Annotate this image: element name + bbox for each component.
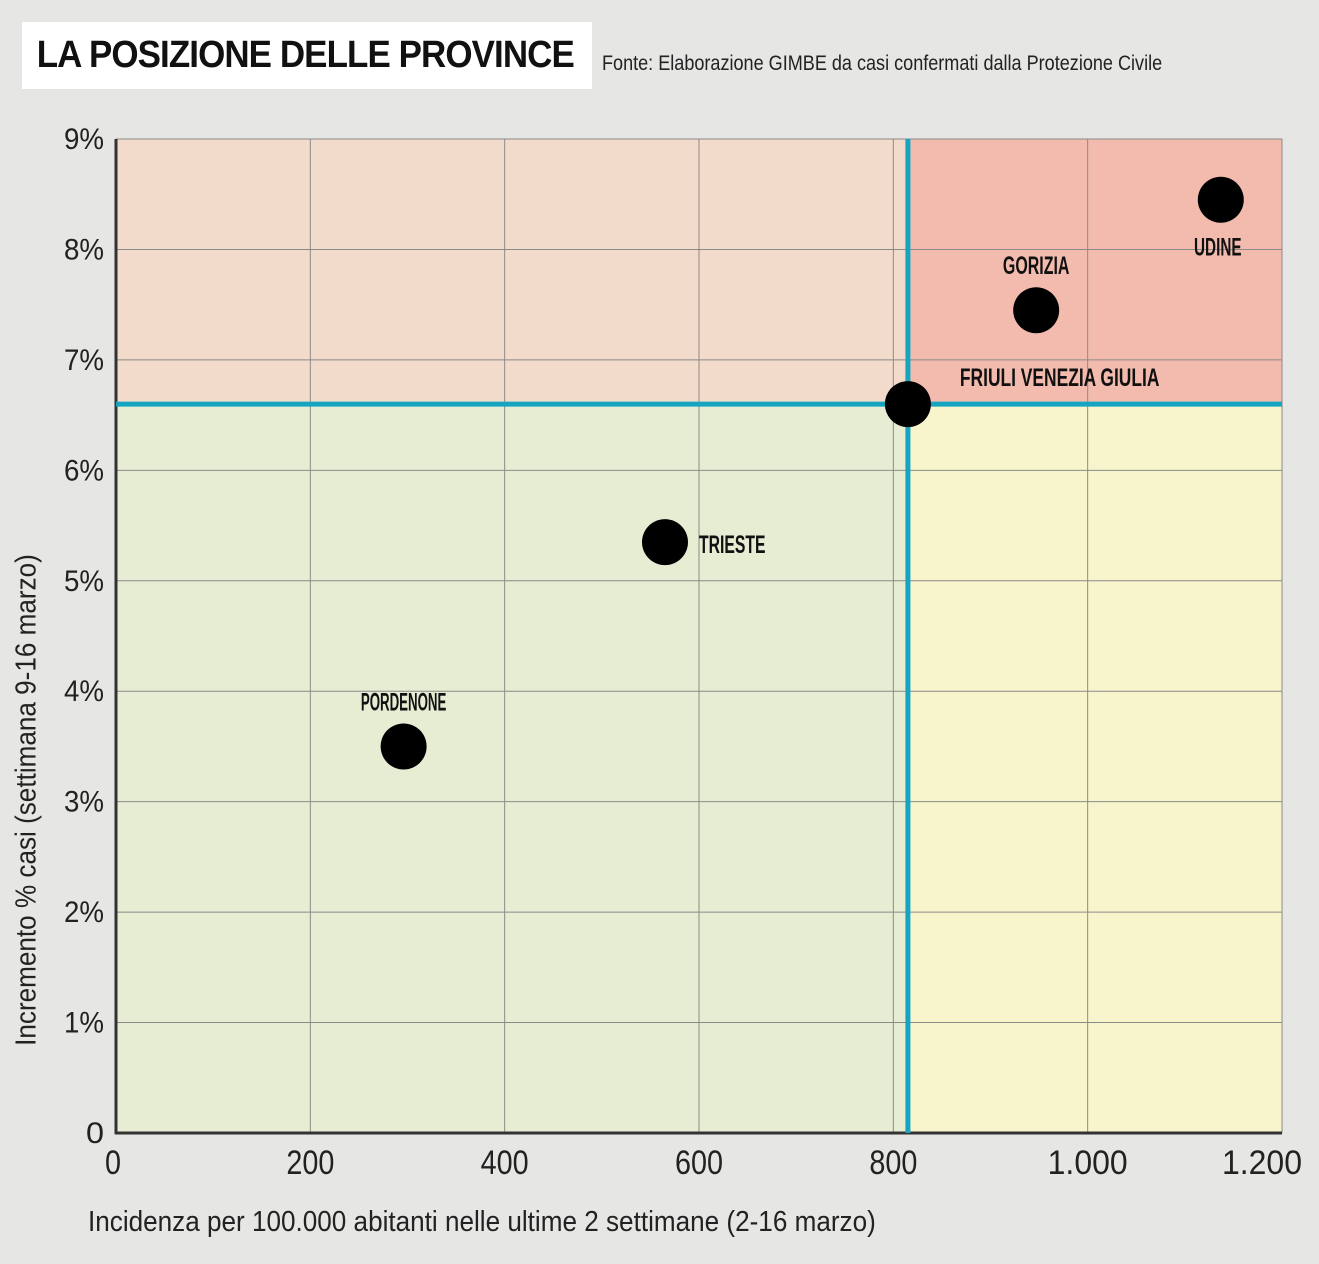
x-tick-label: 400	[481, 1144, 529, 1182]
x-tick-label: 200	[286, 1144, 334, 1182]
x-tick-label: 600	[675, 1144, 723, 1182]
x-axis-label: Incidenza per 100.000 abitanti nelle ult…	[88, 1206, 876, 1238]
y-tick-label: 2%	[64, 896, 104, 929]
y-tick-label: 8%	[64, 233, 104, 266]
y-tick-label: 6%	[64, 454, 104, 487]
x-tick-label: 1.000	[1048, 1144, 1128, 1182]
y-tick-label: 1%	[64, 1007, 104, 1040]
point-label: PORDENONE	[361, 688, 447, 716]
y-tick-label: 7%	[64, 344, 104, 377]
x-tick-label: 0	[105, 1144, 121, 1182]
y-tick-label: 3%	[64, 786, 104, 819]
data-point	[380, 723, 427, 770]
point-label: GORIZIA	[1003, 252, 1070, 280]
point-label: TRIESTE	[699, 531, 766, 559]
data-point	[641, 519, 688, 566]
data-point	[1013, 287, 1060, 334]
point-label: FRIULI VENEZIA GIULIA	[960, 364, 1160, 392]
y-axis-label: Incremento % casi (settimana 9-16 marzo)	[10, 554, 43, 1046]
point-label: UDINE	[1194, 234, 1242, 262]
title-box: LA POSIZIONE DELLE PROVINCE	[22, 22, 592, 89]
quadrant-bottom-left	[116, 404, 908, 1134]
quadrant-bottom-right	[907, 404, 1282, 1134]
y-tick-label: 5%	[64, 565, 104, 598]
y-tick-label: 4%	[64, 675, 104, 708]
data-point	[1197, 176, 1244, 223]
data-point	[884, 381, 931, 428]
y-tick-label: 0	[86, 1117, 104, 1150]
x-tick-label: 1.200	[1222, 1144, 1302, 1182]
x-tick-label: 800	[869, 1144, 917, 1182]
chart-title: LA POSIZIONE DELLE PROVINCE	[36, 34, 575, 76]
quadrant-top-left	[116, 139, 908, 405]
source-note: Fonte: Elaborazione GIMBE da casi confer…	[602, 52, 1163, 75]
y-tick-label: 9%	[64, 123, 104, 156]
